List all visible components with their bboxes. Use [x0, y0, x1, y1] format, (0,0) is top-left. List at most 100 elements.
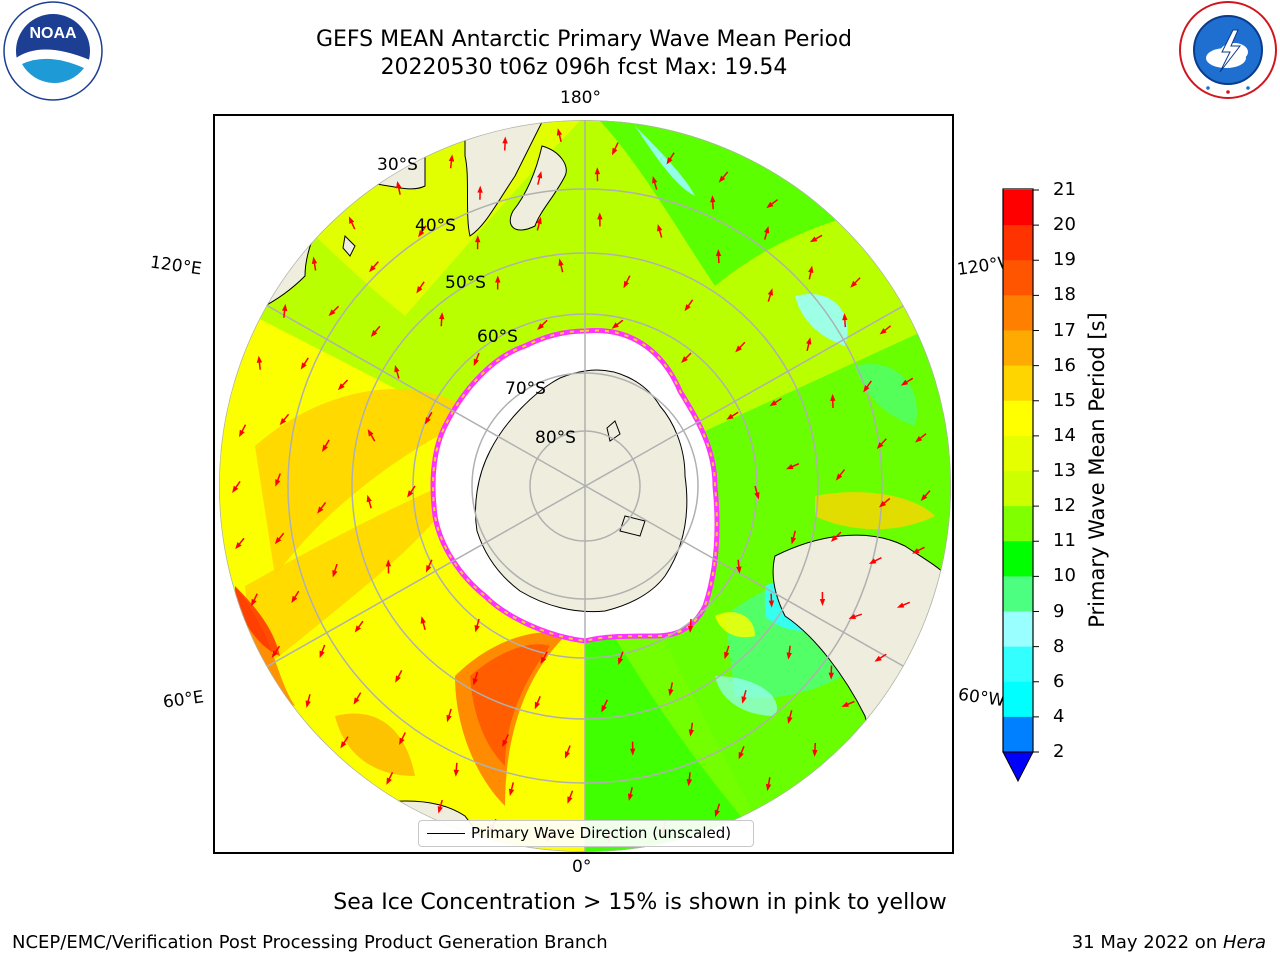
wave-direction-arrow [322, 439, 330, 452]
wave-direction-arrow [502, 136, 508, 151]
wave-direction-arrow [808, 265, 814, 280]
wave-direction-arrow [806, 337, 812, 352]
wave-direction-arrow [425, 559, 433, 573]
colorbar-tick-label: 9 [1053, 600, 1065, 622]
colorbar-tick-label: 15 [1053, 389, 1076, 411]
wave-direction-arrow [370, 325, 381, 337]
wave-direction-arrow [611, 142, 619, 156]
colorbar-cell [1003, 646, 1033, 683]
wave-direction-arrow [291, 590, 300, 604]
wave-direction-arrow [786, 462, 800, 470]
wave-direction-arrow [687, 618, 694, 633]
wave-direction-arrow [835, 469, 846, 481]
colorbar-tick-label: 10 [1053, 565, 1076, 587]
footer-host: Hera [1222, 932, 1266, 953]
colorbar-tick-label: 8 [1053, 635, 1065, 657]
wave-direction-arrow [714, 803, 721, 818]
wave-direction-arrow [688, 722, 695, 737]
colorbar-cell [1003, 400, 1033, 437]
wave-direction-arrow [627, 787, 634, 801]
wave-direction-arrow [537, 319, 548, 330]
wave-direction-arrow [754, 485, 760, 500]
wave-direction-arrow [741, 690, 747, 704]
wave-direction-arrow [474, 235, 481, 250]
colorbar-cell [1003, 435, 1033, 472]
wave-direction-arrow [564, 745, 571, 759]
wave-direction-arrow [556, 128, 563, 143]
wave-direction-arrow [787, 710, 793, 724]
footer-date: 31 May 2022 on Hera [1072, 932, 1266, 953]
colorbar-tick-label: 16 [1053, 354, 1076, 376]
wave-direction-arrow [472, 671, 479, 686]
wave-direction-arrow [842, 313, 848, 328]
wave-direction-arrow [473, 352, 480, 367]
colorbar-cell [1003, 260, 1033, 296]
wave-direction-arrow [652, 176, 658, 190]
wave-direction-arrow [766, 199, 778, 209]
wave-direction-arrow [900, 377, 914, 386]
map-title-line2: 20220530 t06z 096h fcst Max: 19.54 [380, 55, 788, 80]
wave-direction-arrow [540, 651, 548, 665]
colorbar-cell [1003, 365, 1033, 402]
wave-direction-arrow [439, 312, 445, 327]
wave-direction-arrow [232, 480, 241, 493]
legend-label: Primary Wave Direction (unscaled) [471, 824, 732, 842]
wave-direction-arrow [281, 303, 288, 318]
noaa-logo-icon: NOAA [3, 1, 103, 101]
wave-direction-arrow [395, 670, 403, 683]
wave-direction-arrow [534, 695, 541, 710]
colorbar-tick-label: 17 [1053, 319, 1076, 341]
wave-direction-arrow [477, 185, 483, 200]
wave-direction-arrow [629, 741, 636, 756]
colorbar-cell [1003, 190, 1033, 226]
wave-direction-arrow [878, 497, 891, 508]
wave-direction-arrow [830, 393, 836, 408]
wave-direction-arrow [437, 799, 443, 814]
graticule [219, 120, 951, 852]
colorbar-tick-label: 13 [1053, 460, 1076, 481]
colorbar-tick-label: 12 [1053, 495, 1076, 517]
wave-direction-arrow [868, 557, 882, 564]
wave-direction-arrow [809, 234, 823, 243]
wave-direction-arrow [876, 438, 887, 450]
wave-direction-arrow [769, 398, 782, 407]
wave-direction-arrow [657, 224, 663, 238]
lon-label-120e: 120°E [148, 252, 203, 280]
wave-direction-arrow [305, 694, 311, 708]
wave-direction-arrow [448, 154, 455, 169]
wave-direction-arrow [369, 261, 379, 273]
wave-direction-arrow [830, 531, 842, 542]
lat-label-60s: 60°S [477, 327, 518, 347]
colorbar-tick-label: 19 [1053, 249, 1076, 271]
wave-direction-arrow [495, 275, 501, 290]
colorbar-cell [1003, 681, 1033, 718]
wave-direction-arrow [536, 216, 542, 231]
colorbar-cell [1003, 225, 1033, 261]
noaa-logo-text: NOAA [29, 25, 77, 42]
colorbar-tick-label: 18 [1053, 284, 1076, 306]
wave-direction-arrow [686, 772, 692, 787]
wave-direction-arrow [453, 762, 459, 777]
wave-direction-arrow [915, 433, 927, 443]
wave-direction-arrow [394, 364, 400, 379]
wave-direction-arrow [841, 700, 855, 707]
wave-direction-arrow [235, 537, 245, 550]
colorbar-tick-label: 11 [1053, 530, 1076, 552]
wave-direction-arrow [726, 411, 739, 420]
wave-direction-arrow [611, 319, 624, 329]
colorbar-cell [1003, 611, 1033, 648]
wave-direction-arrow [332, 563, 338, 578]
wave-direction-arrow [536, 171, 543, 185]
wave-direction-arrow [812, 742, 818, 757]
wave-direction-arrow [684, 299, 694, 312]
wave-direction-arrow [300, 357, 309, 370]
lat-label-80s: 80°S [535, 428, 576, 448]
wave-direction-arrow [407, 485, 416, 498]
colorbar-cell [1003, 716, 1033, 753]
wave-direction-arrow [594, 167, 601, 182]
lat-label-40s: 40°S [415, 216, 456, 236]
wave-direction-arrow [319, 644, 326, 658]
colorbar-cell [1003, 576, 1033, 612]
wave-direction-arrow [366, 494, 372, 509]
wave-direction-arrow [558, 258, 564, 273]
